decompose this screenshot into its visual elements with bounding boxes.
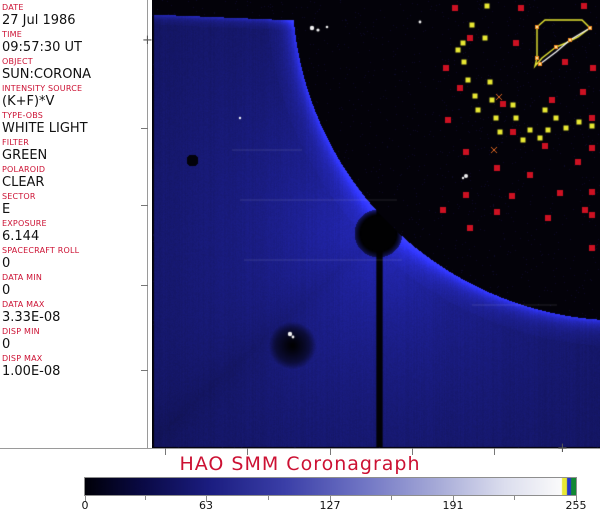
metadata-value: 1.00E-08 — [2, 364, 61, 379]
axis-tick — [165, 448, 166, 455]
axis-tick — [141, 285, 148, 286]
metadata-label: DATA MIN — [2, 273, 42, 282]
metadata-field: EXPOSURE 6.144 — [2, 218, 148, 244]
image-bottom-rule — [0, 448, 600, 449]
metadata-label: DISP MAX — [2, 354, 43, 363]
metadata-field: DISP MAX 1.00E-08 — [2, 353, 148, 379]
metadata-field: DATE 27 Jul 1986 — [2, 2, 148, 28]
metadata-label: DISP MIN — [2, 327, 40, 336]
metadata-value: 27 Jul 1986 — [2, 13, 76, 28]
colorbar-tick — [85, 496, 86, 502]
colorbar-tick-label: 0 — [81, 499, 89, 512]
metadata-value: 09:57:30 UT — [2, 40, 82, 55]
axis-tick — [330, 448, 331, 455]
metadata-label: DATE — [2, 3, 24, 12]
colorbar-tick — [453, 496, 454, 502]
metadata-label: INTENSITY SOURCE — [2, 84, 83, 93]
metadata-value: 6.144 — [2, 229, 40, 244]
colorbar[interactable] — [85, 478, 576, 495]
axis-tick — [494, 448, 495, 455]
metadata-field: TYPE-OBS WHITE LIGHT — [2, 110, 148, 136]
axis-tick — [141, 128, 148, 129]
colorbar-minor-tick — [268, 496, 269, 500]
metadata-field: OBJECT SUN:CORONA — [2, 56, 148, 82]
axis-tick — [141, 205, 148, 206]
metadata-value: (K+F)*V — [2, 94, 55, 109]
metadata-field: SECTOR E — [2, 191, 148, 217]
metadata-panel: DATE 27 Jul 1986 TIME 09:57:30 UT OBJECT SUN:… — [0, 0, 148, 448]
metadata-value: SUN:CORONA — [2, 67, 92, 82]
metadata-label: TYPE-OBS — [2, 111, 44, 120]
axis-tick — [412, 448, 413, 455]
colorbar-tick-label: 63 — [199, 499, 213, 512]
metadata-label: SPACECRAFT ROLL — [2, 246, 80, 255]
panel-divider — [147, 0, 148, 448]
metadata-field: SPACECRAFT ROLL 0 — [2, 245, 148, 271]
metadata-label: EXPOSURE — [2, 219, 47, 228]
metadata-value: CLEAR — [2, 175, 45, 190]
metadata-value: 0 — [2, 256, 11, 271]
metadata-value: E — [2, 202, 11, 217]
metadata-field: DATA MAX 3.33E-08 — [2, 299, 148, 325]
axis-tick — [141, 370, 148, 371]
metadata-value: 0 — [2, 283, 11, 298]
metadata-field: DATA MIN 0 — [2, 272, 148, 298]
metadata-value: 0 — [2, 337, 11, 352]
colorbar-minor-tick — [391, 496, 392, 500]
colorbar-tick-label: 127 — [319, 499, 341, 512]
metadata-label: FILTER — [2, 138, 30, 147]
page-title: HAO SMM Coronagraph — [179, 453, 421, 475]
metadata-field: DISP MIN 0 — [2, 326, 148, 352]
metadata-label: OBJECT — [2, 57, 33, 66]
axis-tick — [247, 448, 248, 455]
metadata-field: POLAROID CLEAR — [2, 164, 148, 190]
colorbar-tick-label: 255 — [565, 499, 587, 512]
metadata-field: INTENSITY SOURCE (K+F)*V — [2, 83, 148, 109]
coronagraph-image[interactable] — [152, 0, 600, 448]
colorbar-tick — [206, 496, 207, 502]
metadata-label: POLAROID — [2, 165, 46, 174]
colorbar-tick — [330, 496, 331, 502]
metadata-label: TIME — [2, 30, 23, 39]
metadata-label: DATA MAX — [2, 300, 45, 309]
metadata-value: 3.33E-08 — [2, 310, 61, 325]
colorbar-minor-tick — [514, 496, 515, 500]
colorbar-minor-tick — [145, 496, 146, 500]
metadata-value: GREEN — [2, 148, 48, 163]
colorbar-tick — [576, 496, 577, 502]
corona-canvas[interactable] — [152, 0, 600, 448]
colorbar-tick-label: 191 — [442, 499, 464, 512]
metadata-field: TIME 09:57:30 UT — [2, 29, 148, 55]
colorbar-gradient — [85, 478, 576, 495]
metadata-value: WHITE LIGHT — [2, 121, 88, 136]
metadata-label: SECTOR — [2, 192, 36, 201]
metadata-field: FILTER GREEN — [2, 137, 148, 163]
